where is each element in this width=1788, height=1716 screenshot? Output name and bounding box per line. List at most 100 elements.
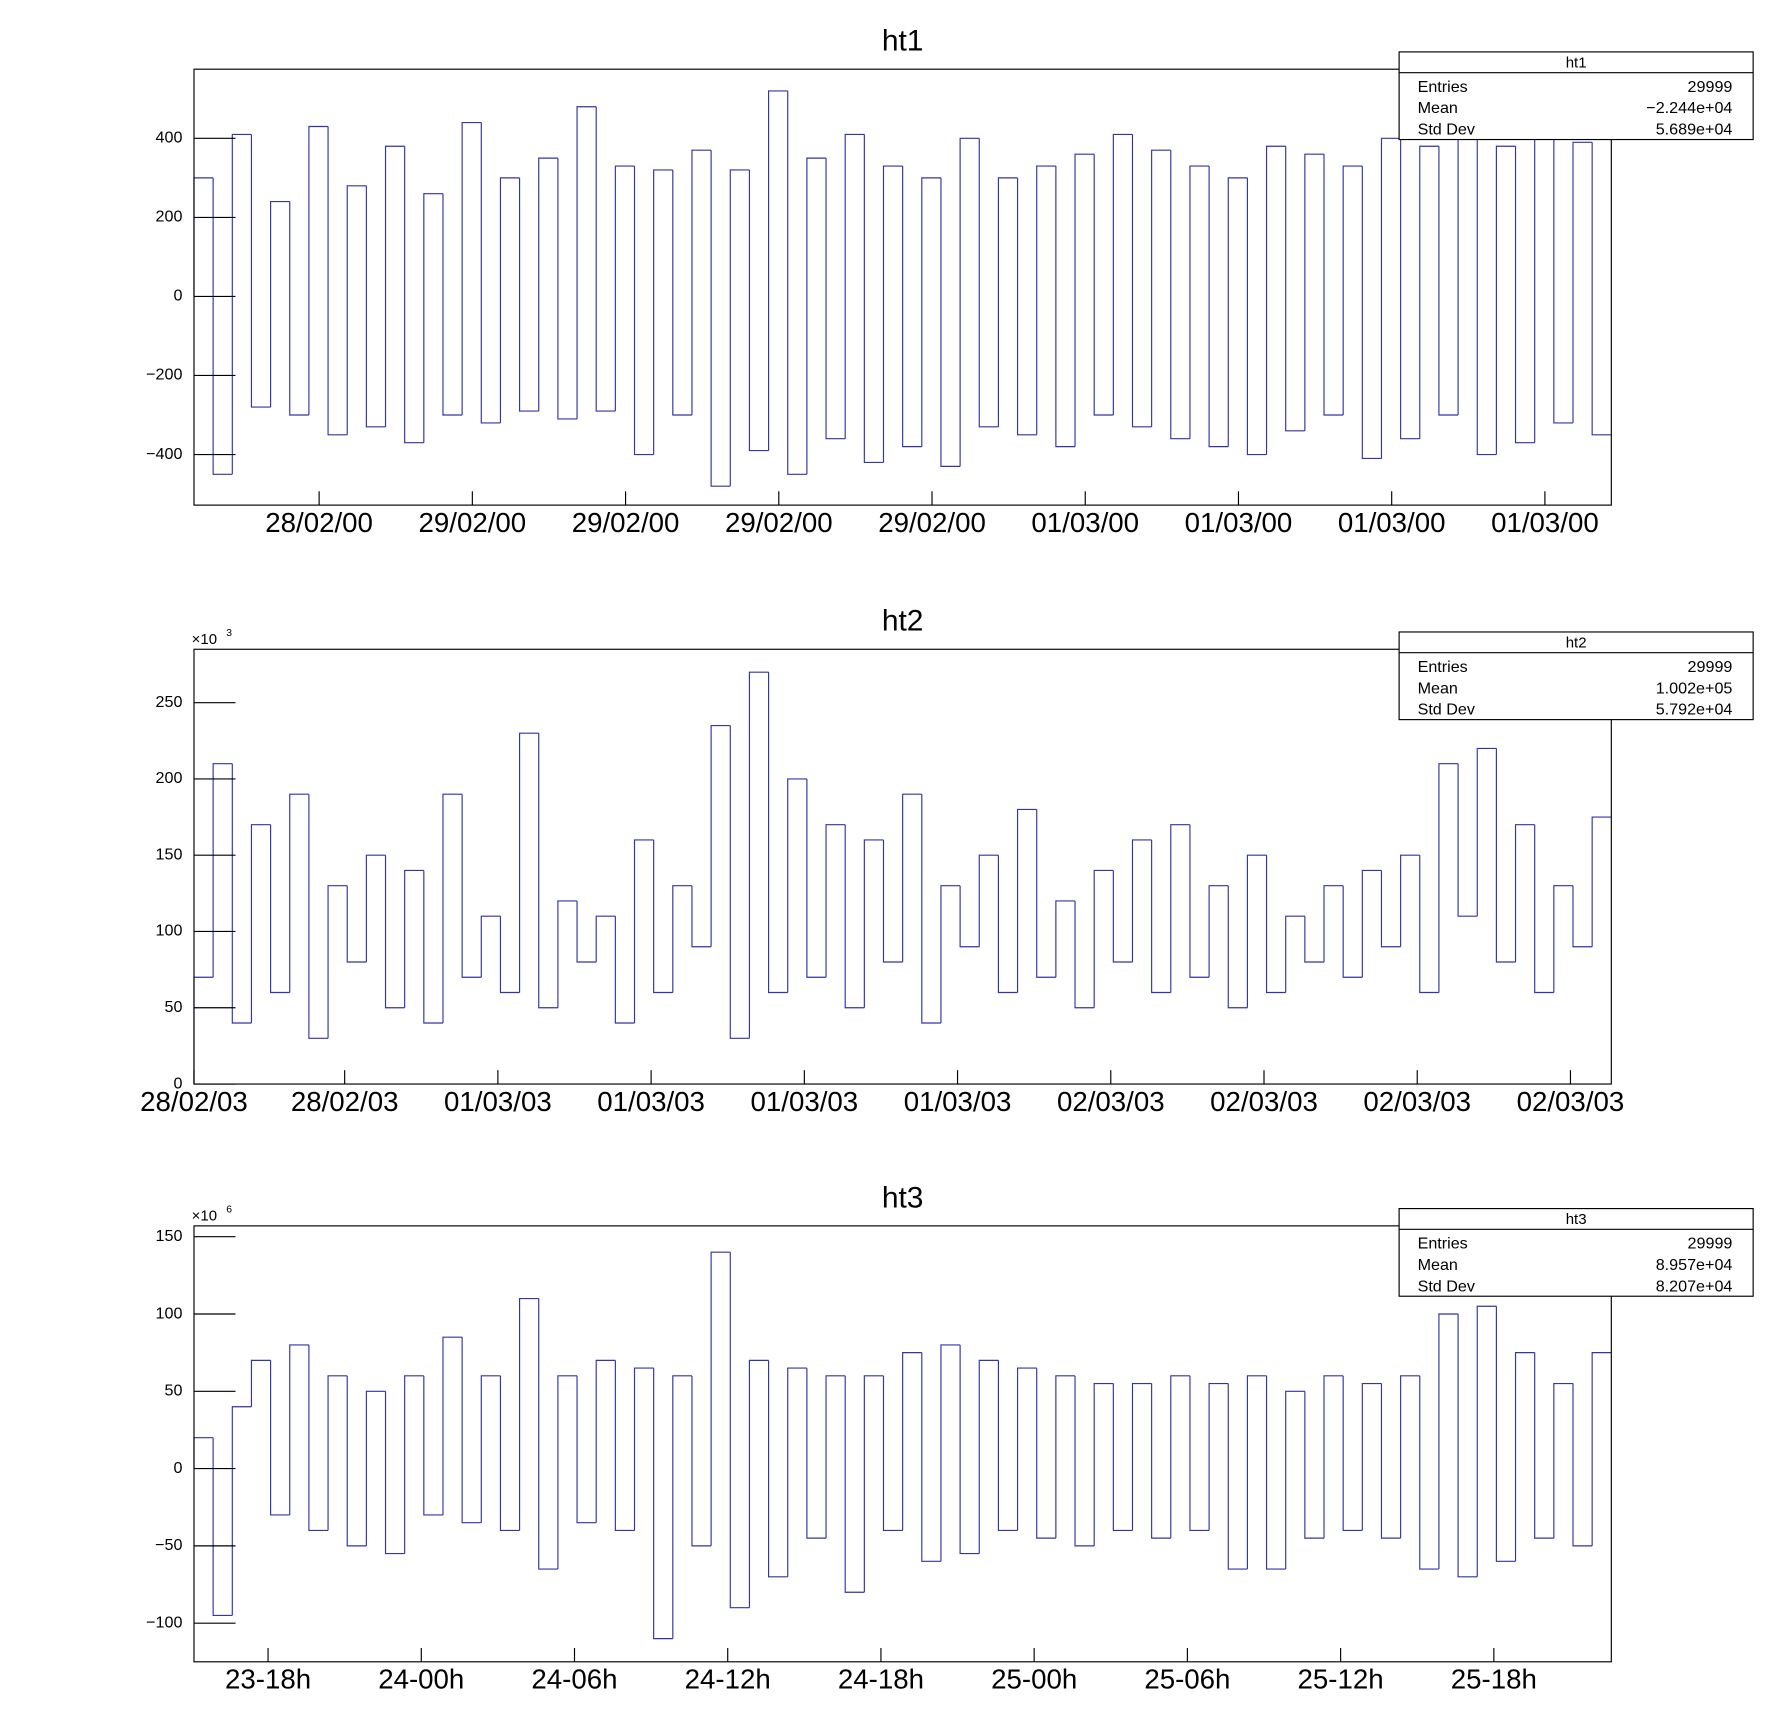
histogram-bin bbox=[1189, 1375, 1210, 1531]
stats-label: Mean bbox=[1418, 99, 1458, 117]
histogram-bin bbox=[404, 869, 424, 1008]
histogram-bin bbox=[1534, 824, 1554, 994]
histogram-bin bbox=[423, 870, 443, 1024]
histogram-bin bbox=[1361, 166, 1382, 460]
histogram-bin bbox=[787, 778, 807, 993]
histogram-bin bbox=[270, 201, 290, 408]
histogram-bin bbox=[557, 158, 578, 420]
histogram-bin bbox=[902, 1352, 922, 1531]
chart-title: ht1 bbox=[882, 25, 924, 58]
axis-multiplier: ×10 bbox=[192, 1208, 217, 1225]
histogram-bin bbox=[1189, 824, 1210, 978]
histogram-bin bbox=[1591, 816, 1612, 947]
histogram-bin bbox=[576, 1375, 597, 1524]
histogram-bin bbox=[997, 855, 1018, 994]
stats-value: 8.957e+04 bbox=[1656, 1256, 1733, 1274]
histogram-bin bbox=[365, 854, 386, 962]
histogram-bin bbox=[289, 1344, 309, 1515]
histogram-bin bbox=[787, 90, 807, 475]
histogram-bin bbox=[1227, 1383, 1248, 1570]
histogram-bin bbox=[1208, 1382, 1229, 1531]
histogram-bin bbox=[614, 916, 635, 1024]
y-tick-label: 0 bbox=[173, 1459, 182, 1477]
histogram-bin bbox=[1419, 855, 1439, 994]
x-tick-label: 28/02/00 bbox=[265, 507, 373, 538]
histogram-bin bbox=[1151, 839, 1171, 994]
histogram-bin bbox=[825, 158, 846, 440]
histogram-bin bbox=[1151, 1383, 1171, 1539]
stats-value: 29999 bbox=[1688, 658, 1733, 676]
histogram-bin bbox=[1553, 1382, 1573, 1539]
y-tick-label: 100 bbox=[156, 922, 183, 940]
histogram-bin bbox=[1419, 145, 1439, 439]
stats-label: Entries bbox=[1418, 78, 1468, 96]
histogram-bin bbox=[748, 169, 769, 452]
stats-label: Std Dev bbox=[1418, 121, 1475, 139]
histogram-bin bbox=[365, 1390, 386, 1546]
histogram-bin bbox=[1036, 1368, 1056, 1539]
histogram-bin bbox=[1514, 824, 1535, 962]
stats-box bbox=[1398, 1208, 1754, 1297]
histogram-bin bbox=[1304, 916, 1325, 963]
x-tick-label: 25-18h bbox=[1451, 1664, 1537, 1695]
histogram-bin bbox=[595, 106, 616, 412]
histogram-bin bbox=[1074, 900, 1095, 1009]
histogram-bin bbox=[959, 1344, 980, 1555]
histogram-bin bbox=[844, 824, 865, 1009]
stats-value: 5.792e+04 bbox=[1656, 701, 1733, 719]
x-tick-label: 28/02/03 bbox=[291, 1086, 399, 1117]
y-tick-label: 0 bbox=[173, 287, 182, 305]
histogram-bin bbox=[480, 1375, 501, 1523]
histogram-bin bbox=[882, 165, 903, 463]
histogram-bin bbox=[978, 854, 999, 947]
x-tick-label: 29/02/00 bbox=[419, 507, 527, 538]
x-tick-label: 25-00h bbox=[991, 1664, 1077, 1695]
histogram-bin bbox=[1380, 137, 1401, 459]
histogram-bin bbox=[1323, 885, 1344, 962]
histogram-bin bbox=[633, 1367, 654, 1531]
histogram-bin bbox=[270, 1360, 290, 1516]
histogram-bin bbox=[806, 1368, 827, 1539]
x-tick-label: 01/03/03 bbox=[597, 1086, 705, 1117]
histogram-bin bbox=[997, 1360, 1018, 1531]
histogram-bin bbox=[538, 733, 558, 1009]
histogram-bin bbox=[404, 146, 424, 444]
histogram-bin bbox=[1112, 870, 1133, 963]
histogram-bin bbox=[1591, 1352, 1612, 1546]
histogram-bin bbox=[825, 1375, 846, 1539]
histogram-bin bbox=[576, 106, 597, 419]
stats-label: Std Dev bbox=[1418, 701, 1475, 719]
histogram-bin bbox=[270, 824, 290, 994]
histogram-bin bbox=[595, 1359, 616, 1523]
stats-title: ht3 bbox=[1566, 1211, 1587, 1228]
histogram-bin bbox=[442, 193, 463, 416]
histogram-bin bbox=[1074, 1375, 1095, 1547]
histogram-bin bbox=[1572, 885, 1593, 948]
histogram-bin bbox=[1572, 1383, 1593, 1547]
histogram-bin bbox=[212, 763, 233, 978]
histogram-bin bbox=[289, 793, 309, 993]
histogram-bin bbox=[1189, 165, 1210, 439]
histogram-bin bbox=[1304, 1391, 1325, 1539]
histogram-bin bbox=[346, 885, 367, 963]
histogram-bin bbox=[653, 1368, 673, 1640]
histogram-bin bbox=[442, 1336, 463, 1515]
histogram-bin bbox=[595, 915, 616, 962]
stats-label: Entries bbox=[1418, 658, 1468, 676]
histogram-bin bbox=[978, 138, 999, 428]
histogram-bin bbox=[710, 1251, 731, 1546]
histogram-bin bbox=[1400, 854, 1420, 947]
histogram-bin bbox=[1285, 915, 1305, 993]
histogram-bin bbox=[308, 794, 329, 1039]
x-tick-label: 01/03/00 bbox=[1491, 507, 1599, 538]
y-tick-label: 250 bbox=[156, 693, 183, 711]
histogram-bin bbox=[1495, 145, 1516, 455]
histogram-bin bbox=[1285, 1390, 1305, 1570]
chart-title: ht2 bbox=[882, 605, 924, 638]
histogram-bin bbox=[614, 1360, 635, 1531]
histogram-bin bbox=[1131, 839, 1152, 962]
histogram-bin bbox=[212, 1437, 233, 1617]
histogram-bin bbox=[1246, 1375, 1267, 1570]
histogram-bin bbox=[825, 824, 846, 978]
